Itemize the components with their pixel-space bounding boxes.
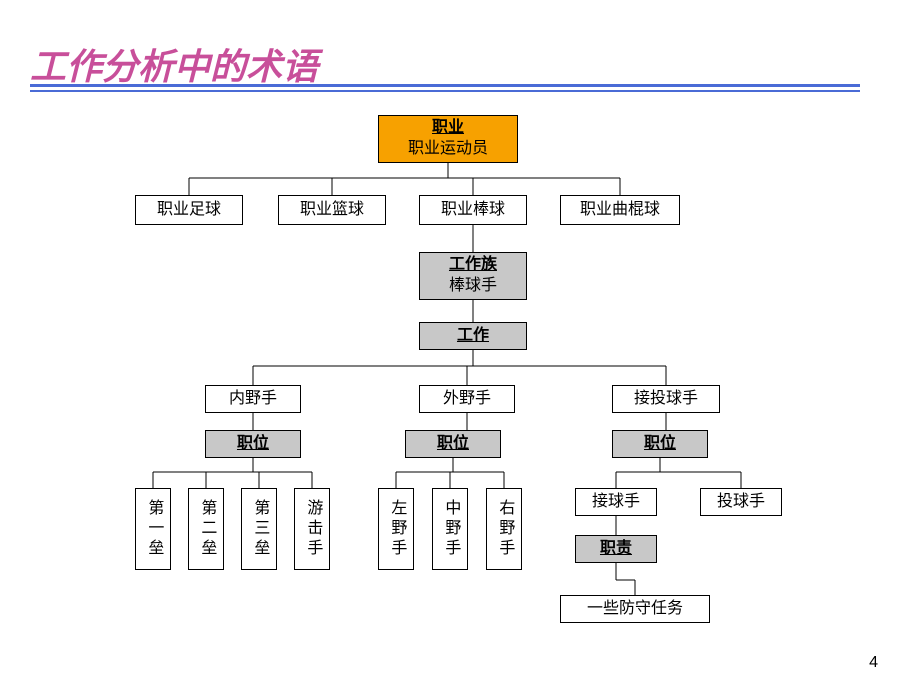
node-hockey: 职业曲棍球 <box>560 195 680 225</box>
node-task: 一些防守任务 <box>560 595 710 623</box>
node-root: 职业职业运动员 <box>378 115 518 163</box>
node-header: 职责 <box>600 539 632 560</box>
node-cf: 中野手 <box>432 488 468 570</box>
node-lf: 左野手 <box>378 488 414 570</box>
node-duty: 职责 <box>575 535 657 563</box>
node-ss: 游击手 <box>294 488 330 570</box>
node-soccer: 职业足球 <box>135 195 243 225</box>
node-outfield: 外野手 <box>419 385 515 413</box>
node-header: 职位 <box>237 434 269 455</box>
node-basketball: 职业篮球 <box>278 195 386 225</box>
node-first: 第一垒 <box>135 488 171 570</box>
node-family: 工作族棒球手 <box>419 252 527 300</box>
node-subtext: 棒球手 <box>449 276 497 297</box>
node-header: 职业 <box>432 118 464 139</box>
node-catcher: 接球手 <box>575 488 657 516</box>
node-second: 第二垒 <box>188 488 224 570</box>
node-third: 第三垒 <box>241 488 277 570</box>
node-subtext: 职业运动员 <box>408 139 488 160</box>
node-job: 工作 <box>419 322 527 350</box>
node-header: 职位 <box>437 434 469 455</box>
node-pos3: 职位 <box>612 430 708 458</box>
node-infield: 内野手 <box>205 385 301 413</box>
node-rf: 右野手 <box>486 488 522 570</box>
node-pos1: 职位 <box>205 430 301 458</box>
node-pitcher: 投球手 <box>700 488 782 516</box>
node-header: 工作族 <box>449 255 497 276</box>
node-header: 工作 <box>457 326 489 347</box>
node-header: 职位 <box>644 434 676 455</box>
node-battery: 接投球手 <box>612 385 720 413</box>
node-pos2: 职位 <box>405 430 501 458</box>
node-baseball: 职业棒球 <box>419 195 527 225</box>
page-number: 4 <box>869 654 878 672</box>
